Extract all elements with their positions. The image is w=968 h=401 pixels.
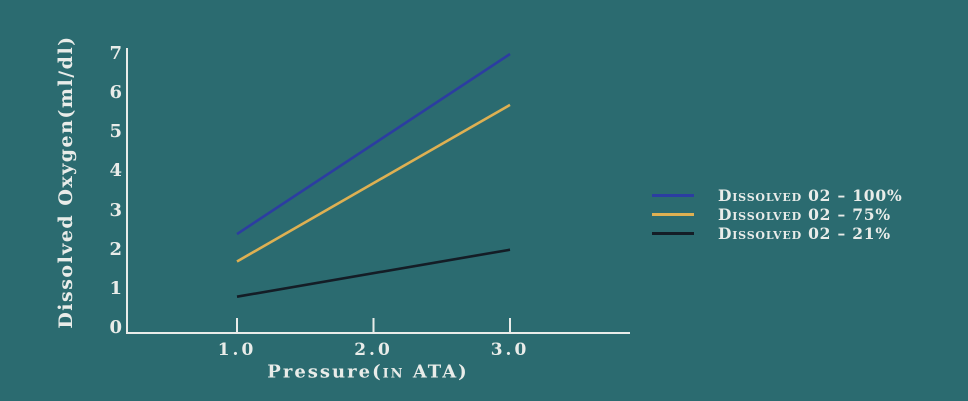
y-axis-title: Dissolved Oxygen(ml/dl) xyxy=(55,35,77,329)
y-tick-label-4: 4 xyxy=(109,160,122,182)
x-tick-label-1.0: 1.0 xyxy=(217,340,257,360)
legend-swatch-100 xyxy=(652,194,694,197)
legend-label-100: Dissolved 02 – 100% xyxy=(718,186,903,205)
y-tick-label-7: 7 xyxy=(109,43,122,65)
x-axis-title-part: in xyxy=(382,361,405,383)
legend: Dissolved 02 – 100% Dissolved 02 – 75% Dis… xyxy=(652,186,903,243)
series-line-100 xyxy=(236,52,511,236)
axes-spines xyxy=(126,48,630,334)
y-tick-label-5: 5 xyxy=(109,121,122,143)
y-tick-label-6: 6 xyxy=(109,82,122,104)
legend-swatch-21 xyxy=(652,232,694,235)
series-line-75 xyxy=(236,103,511,263)
legend-label-75: Dissolved 02 – 75% xyxy=(718,205,891,224)
y-tick-label-1: 1 xyxy=(109,277,122,299)
y-tick-label-0: 0 xyxy=(109,317,122,339)
legend-item-75: Dissolved 02 – 75% xyxy=(652,205,903,224)
y-tick-label-3: 3 xyxy=(109,199,122,221)
legend-item-21: Dissolved 02 – 21% xyxy=(652,224,903,243)
x-axis-title-part: ATA) xyxy=(404,361,469,383)
x-tick-label-3.0: 3.0 xyxy=(490,340,530,360)
y-tick-label-2: 2 xyxy=(109,238,122,260)
x-axis-title: Pressure(in ATA) xyxy=(267,362,468,383)
legend-swatch-75 xyxy=(652,213,694,216)
legend-item-100: Dissolved 02 – 100% xyxy=(652,186,903,205)
legend-label-21: Dissolved 02 – 21% xyxy=(718,224,891,243)
series-line-21 xyxy=(236,248,511,298)
x-axis-title-part: Pressure( xyxy=(267,361,383,383)
x-tick-label-2.0: 2.0 xyxy=(354,340,393,360)
